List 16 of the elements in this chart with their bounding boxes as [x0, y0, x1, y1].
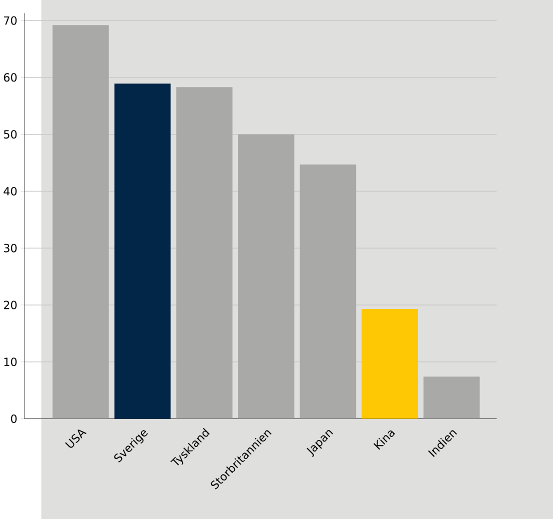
bar	[52, 24, 109, 419]
y-tick-label: 20	[4, 300, 17, 310]
bar	[300, 164, 356, 419]
bar	[362, 308, 418, 419]
bar	[238, 134, 294, 419]
y-tick-label: 50	[4, 130, 17, 138]
y-tick-label: 40	[4, 186, 17, 196]
y-tick-label: 60	[4, 73, 17, 82]
y-tick-label: 10	[4, 358, 17, 366]
y-tick-label: 0	[10, 414, 17, 423]
bar	[423, 376, 480, 419]
y-tick-label: 70	[4, 16, 17, 25]
bar	[176, 86, 232, 419]
x-tick-label: USA	[65, 429, 87, 448]
bar	[114, 84, 171, 419]
y-tick-label: 30	[4, 244, 17, 252]
